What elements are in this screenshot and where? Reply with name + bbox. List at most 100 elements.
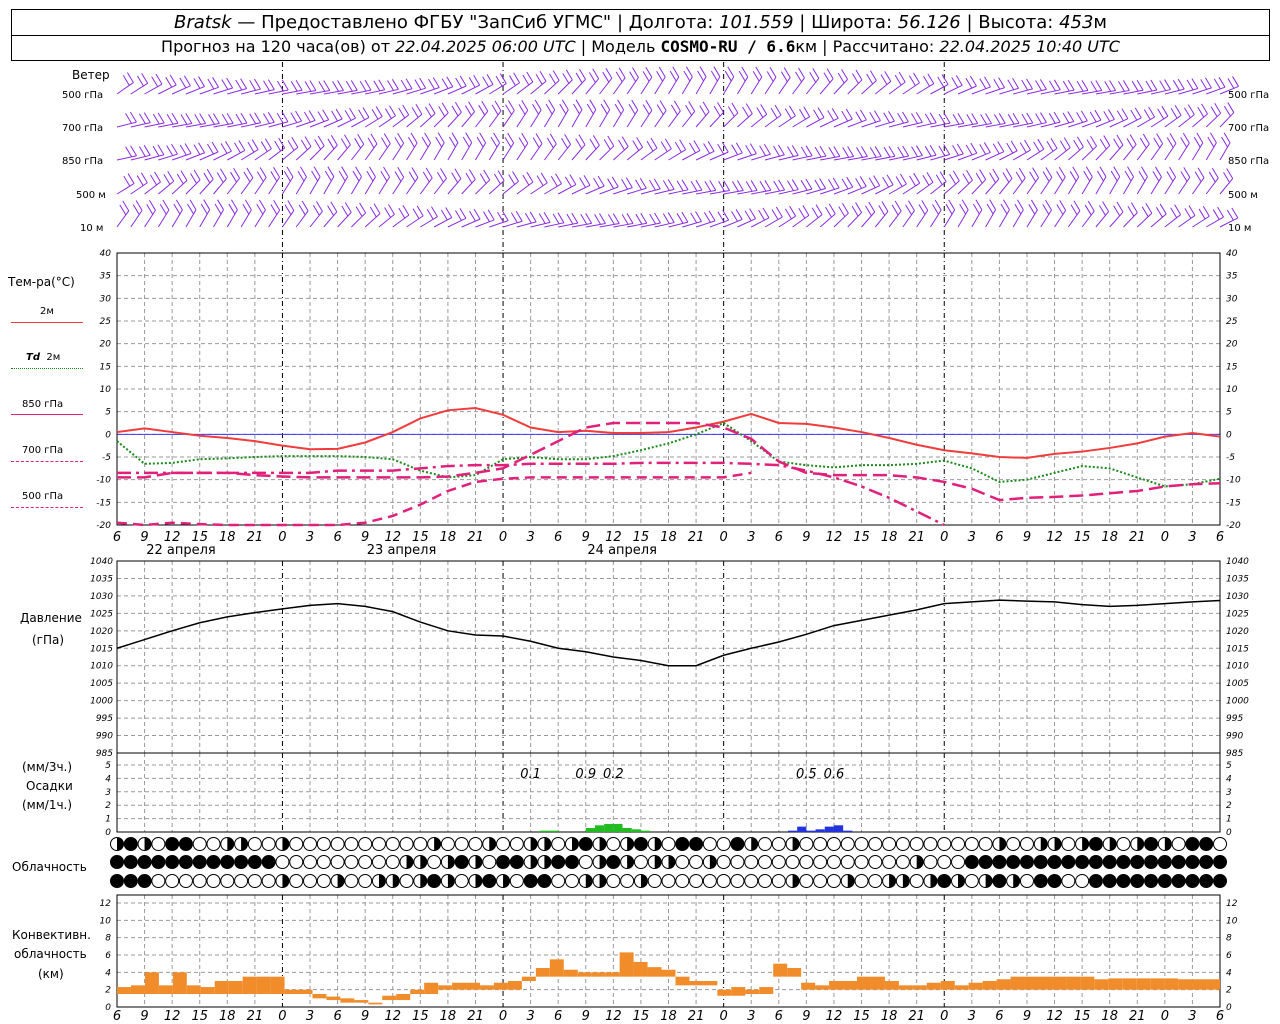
wind-barb <box>309 90 330 95</box>
cloud-symbol-half <box>447 874 455 888</box>
wind-barb-feather <box>494 100 502 112</box>
wind-barb-feather <box>676 213 684 224</box>
wind-barb-feather <box>1003 199 1010 210</box>
wind-barb-feather <box>422 171 430 183</box>
wind-barb-feather <box>552 70 560 81</box>
conv-cloud-bar <box>507 981 522 990</box>
wind-barb-feather <box>251 139 259 150</box>
wind-barb <box>1178 177 1191 195</box>
wind-barb <box>668 189 689 195</box>
conv-y-tick: 12 <box>100 899 112 909</box>
cloud-symbol <box>1116 874 1131 888</box>
wind-barb <box>585 145 600 161</box>
wind-barb-feather <box>344 202 352 213</box>
wind-barb-feather <box>1194 171 1202 183</box>
wind-barb-feather <box>1169 133 1177 144</box>
conv-cloud-bar <box>745 989 760 994</box>
wind-barb <box>130 122 151 128</box>
cloud-symbol <box>868 855 883 869</box>
conv-cloud-bar <box>605 972 620 977</box>
wind-barb-feather <box>937 76 945 88</box>
wind-barb-feather <box>833 146 841 157</box>
wind-barb-feather <box>649 213 657 225</box>
cloud-symbol <box>868 837 883 851</box>
wind-barb-feather <box>1028 203 1036 215</box>
wind-barb-feather <box>478 104 486 116</box>
cloud-symbol <box>771 874 786 888</box>
wind-barb-feather <box>573 103 580 115</box>
cloud-symbol <box>564 874 579 888</box>
precip-bar <box>824 826 834 832</box>
conv-cloud-bar <box>1192 979 1207 990</box>
wind-barb-feather <box>951 77 959 88</box>
conv-y-tick: 2 <box>105 986 111 996</box>
wind-barb-feather <box>136 175 144 186</box>
wind-barb-feather <box>1127 205 1135 217</box>
conv-x-tick: 21 <box>908 1009 925 1024</box>
wind-barb-feather <box>286 166 294 178</box>
conv-x-tick: 3 <box>1188 1009 1196 1024</box>
wind-barb <box>751 153 771 161</box>
wind-barb-feather <box>373 203 381 214</box>
conv-cloud-bar <box>1094 979 1109 990</box>
cloud-symbol <box>289 874 304 888</box>
wind-barb-feather <box>697 70 705 82</box>
wind-barb-feather <box>915 112 923 123</box>
wind-barb-feather <box>235 79 243 91</box>
wind-barb <box>612 109 625 128</box>
temp-y-tick-right: 35 <box>1226 272 1238 282</box>
wind-barb-feather <box>410 132 418 144</box>
cloud-symbol <box>1088 837 1103 851</box>
wind-barb-feather <box>1012 78 1019 89</box>
cloud-symbol <box>358 837 373 851</box>
wind-barb-feather <box>575 72 583 84</box>
wind-barb-feather <box>575 99 583 110</box>
wind-barb-feather <box>636 137 644 148</box>
wind-barb-feather <box>166 113 174 125</box>
wind-barb <box>888 155 909 161</box>
wind-barb <box>1219 142 1231 161</box>
wind-barb-feather <box>1143 109 1151 120</box>
wind-barb <box>1068 120 1088 128</box>
wind-barb <box>282 210 295 228</box>
wind-barb-feather <box>235 113 243 125</box>
wind-barb-feather <box>459 208 467 219</box>
wind-barb <box>874 80 892 95</box>
wind-barb-feather <box>1172 80 1180 91</box>
wind-barb <box>516 142 529 161</box>
wind-barb-feather <box>513 72 521 84</box>
precip-y-tick: 3 <box>105 788 111 798</box>
temp-x-tick: 3 <box>968 530 976 545</box>
wind-barb-feather <box>755 66 763 78</box>
lon-label: Долгота: <box>628 12 714 33</box>
wind-barb-feather <box>1191 78 1199 89</box>
wind-barb-feather <box>952 145 959 156</box>
wind-barb-feather <box>646 140 654 152</box>
wind-barb-feather <box>935 174 943 185</box>
wind-barb-feather <box>805 145 813 157</box>
conv-x-tick: 15 <box>191 1009 208 1024</box>
wind-barb-feather <box>583 175 591 186</box>
wind-barb <box>350 143 365 161</box>
wind-barb-feather <box>819 145 827 157</box>
wind-barb-feather <box>397 132 405 144</box>
wind-barb-feather <box>389 105 396 117</box>
wind-barb-feather <box>805 178 813 190</box>
wind-barb-feather <box>1113 205 1121 217</box>
wind-barb-feather <box>693 140 701 151</box>
wind-barb-feather <box>173 203 181 215</box>
wind-barb-feather <box>1170 207 1178 219</box>
wind-barb-feather <box>1202 205 1210 217</box>
wind-level-4-right: 500 м <box>1228 190 1258 201</box>
wind-barb <box>461 84 480 95</box>
wind-barb-feather <box>717 102 724 113</box>
wind-barb-feather <box>856 147 863 158</box>
wind-barb-feather <box>789 105 796 117</box>
pressure-y-tick: 1040 <box>90 557 113 567</box>
conv-x-tick: 3 <box>306 1009 314 1024</box>
cloud-title: Облачность <box>12 860 87 874</box>
wind-barb-feather <box>934 199 942 211</box>
wind-barb-feather <box>276 112 284 124</box>
wind-barb-feather <box>357 133 365 145</box>
wind-barb-feather <box>309 80 317 91</box>
